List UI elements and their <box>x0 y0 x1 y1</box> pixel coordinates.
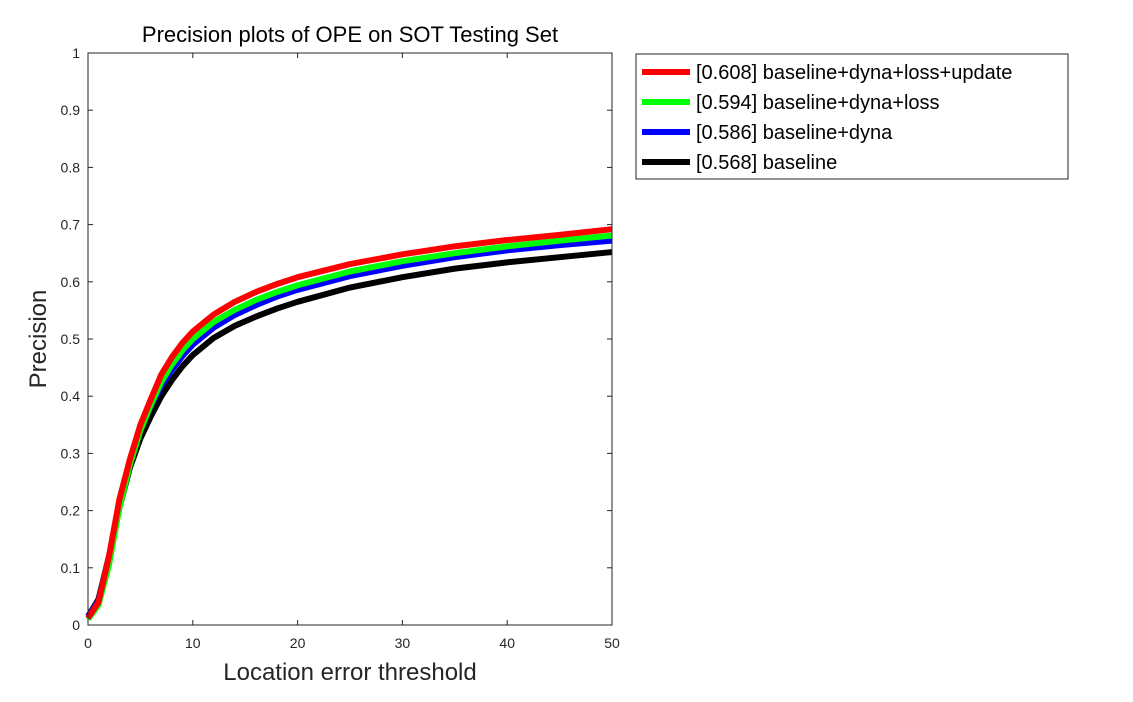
legend: [0.608] baseline+dyna+loss+update [0.594]… <box>635 53 1069 180</box>
y-tick-label: 1 <box>72 45 80 61</box>
x-axis-ticks: 0 10 20 30 40 50 <box>84 53 620 651</box>
y-axis-label: Precision <box>25 290 52 389</box>
y-tick-label: 0 <box>72 617 80 633</box>
legend-label-3: [0.568] baseline <box>696 152 837 174</box>
y-tick-label: 0.7 <box>61 217 81 233</box>
y-tick-label: 0.9 <box>61 102 81 118</box>
y-tick-label: 0.6 <box>61 274 81 290</box>
y-tick-label: 0.4 <box>61 388 81 404</box>
x-tick-label: 50 <box>604 635 620 651</box>
x-tick-label: 20 <box>290 635 306 651</box>
x-tick-label: 30 <box>395 635 411 651</box>
plot-area <box>88 53 612 625</box>
series-layer <box>85 226 613 622</box>
legend-entries: [0.608] baseline+dyna+loss+update [0.594]… <box>642 62 1012 174</box>
y-tick-label: 0.2 <box>61 503 81 519</box>
x-tick-label: 40 <box>499 635 515 651</box>
x-tick-label: 10 <box>185 635 201 651</box>
x-axis-label: Location error threshold <box>223 659 476 686</box>
series-line-0 <box>85 226 613 620</box>
x-tick-label: 0 <box>84 635 92 651</box>
y-axis-ticks: 0 0.1 0.2 0.3 0.4 0.5 0.6 0.7 0.8 0.9 1 <box>61 45 612 633</box>
chart-title: Precision plots of OPE on SOT Testing Se… <box>142 22 558 47</box>
y-tick-label: 0.1 <box>61 560 81 576</box>
legend-box <box>635 53 1069 180</box>
legend-label-2: [0.586] baseline+dyna <box>696 122 893 144</box>
y-tick-label: 0.8 <box>61 159 81 175</box>
y-tick-label: 0.3 <box>61 445 81 461</box>
legend-label-1: [0.594] baseline+dyna+loss <box>696 92 940 114</box>
legend-label-0: [0.608] baseline+dyna+loss+update <box>696 62 1012 84</box>
y-tick-label: 0.5 <box>61 331 81 347</box>
